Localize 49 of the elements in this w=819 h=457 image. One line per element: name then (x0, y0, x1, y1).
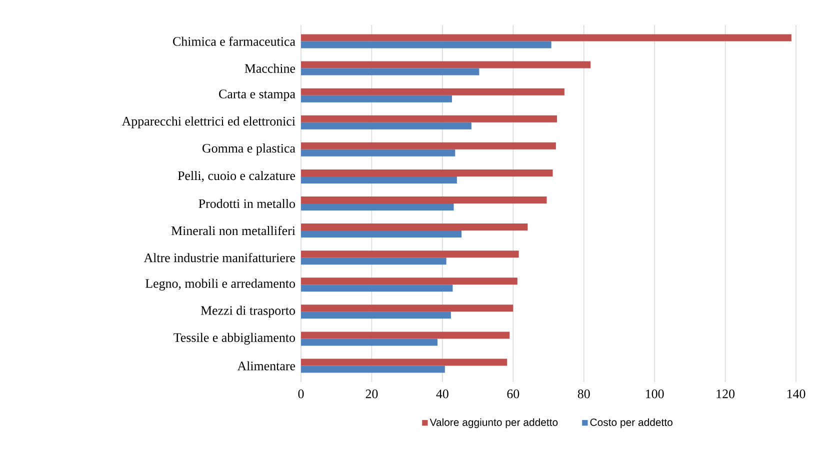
bar (301, 312, 451, 319)
bar (301, 358, 508, 366)
bar (301, 204, 454, 210)
x-tick-label: 120 (716, 390, 735, 398)
y-tick-label: Pelli, cuoio e calzature (178, 170, 296, 182)
bar (301, 142, 556, 150)
legend-label: Valore aggiunto per addetto (430, 418, 558, 428)
bar (301, 250, 519, 258)
bar (301, 284, 453, 292)
bar (301, 41, 552, 48)
bar (301, 196, 547, 204)
x-tick-label: 0 (298, 390, 304, 398)
y-tick-label: Altre industrie manifatturiere (144, 252, 296, 262)
bar (301, 230, 462, 238)
bar (301, 122, 472, 130)
y-tick-label: Apparecchi elettrici ed elettronici (122, 116, 296, 128)
y-tick-label: Gomma e plastica (202, 144, 296, 156)
bar (301, 115, 557, 122)
bar (301, 258, 446, 265)
bar (301, 338, 438, 346)
y-tick-label: Alimentare (237, 361, 296, 370)
bar (301, 176, 457, 184)
bar (301, 34, 792, 42)
x-tick-label: 60 (507, 390, 520, 398)
bar (301, 366, 445, 373)
bar (301, 95, 452, 102)
y-tick-label: Prodotti in metallo (198, 198, 295, 208)
y-tick-label: Chimica e farmaceutica (173, 36, 296, 46)
y-tick-label: Carta e stampa (219, 90, 296, 101)
bar (301, 61, 591, 68)
y-tick-label: Tessile e abbigliamento (174, 332, 296, 345)
x-tick-label: 20 (366, 390, 378, 398)
bar (301, 224, 528, 231)
y-tick-label: Legno, mobili e arredamento (146, 278, 296, 291)
bar (301, 88, 564, 96)
bar (301, 332, 510, 339)
legend-label: Costo per addetto (590, 418, 672, 428)
bar (301, 304, 514, 312)
x-tick-label: 100 (646, 390, 664, 398)
y-tick-label: Mezzi di trasporto (200, 306, 295, 318)
bar (301, 169, 553, 176)
x-tick-label: 80 (578, 390, 590, 398)
x-tick-label: 140 (787, 390, 806, 398)
y-tick-label: Minerali non metalliferi (171, 226, 296, 236)
x-tick-label: 40 (436, 390, 448, 398)
bar (301, 68, 480, 76)
bar (301, 278, 518, 285)
y-tick-label: Macchine (244, 64, 296, 73)
bar (301, 149, 456, 156)
